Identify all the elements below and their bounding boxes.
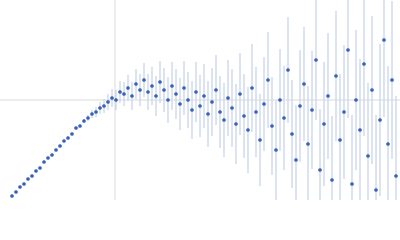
point xyxy=(286,68,290,72)
point xyxy=(382,38,386,42)
point xyxy=(294,158,298,162)
point xyxy=(118,90,122,94)
point xyxy=(214,88,218,92)
point xyxy=(238,92,242,96)
point xyxy=(170,84,174,88)
point xyxy=(354,98,358,102)
point xyxy=(22,182,26,186)
point xyxy=(114,98,118,102)
point xyxy=(142,78,146,82)
point xyxy=(230,106,234,110)
point xyxy=(290,132,294,136)
point xyxy=(274,148,278,152)
point xyxy=(222,118,226,122)
point xyxy=(386,142,390,146)
point xyxy=(66,136,70,140)
point xyxy=(14,190,18,194)
point xyxy=(126,86,130,90)
point xyxy=(50,153,54,157)
point xyxy=(254,110,258,114)
point xyxy=(74,126,78,130)
point xyxy=(318,168,322,172)
point xyxy=(130,94,134,98)
point xyxy=(30,174,34,178)
point xyxy=(334,74,338,78)
point xyxy=(70,132,74,136)
point xyxy=(314,58,318,62)
point xyxy=(110,96,114,100)
point xyxy=(174,92,178,96)
point xyxy=(38,166,42,170)
point xyxy=(270,124,274,128)
point xyxy=(10,194,14,198)
point xyxy=(46,156,50,160)
point xyxy=(78,124,82,128)
point xyxy=(322,122,326,126)
point xyxy=(394,174,398,178)
point xyxy=(34,169,38,173)
point xyxy=(158,80,162,84)
point xyxy=(258,138,262,142)
point xyxy=(374,188,378,192)
point xyxy=(282,116,286,120)
point xyxy=(166,98,170,102)
point xyxy=(234,122,238,126)
point xyxy=(18,185,22,189)
point xyxy=(182,86,186,90)
point xyxy=(198,104,202,108)
point xyxy=(162,88,166,92)
point xyxy=(350,182,354,186)
point xyxy=(150,84,154,88)
point xyxy=(202,94,206,98)
point xyxy=(378,118,382,122)
point xyxy=(178,102,182,106)
point xyxy=(106,100,110,104)
point xyxy=(346,48,350,52)
point xyxy=(302,82,306,86)
point xyxy=(310,108,314,112)
point xyxy=(98,106,102,110)
point xyxy=(362,62,366,66)
chart xyxy=(0,0,400,200)
point xyxy=(218,110,222,114)
point xyxy=(298,104,302,108)
point xyxy=(338,138,342,142)
point xyxy=(358,128,362,132)
point xyxy=(326,94,330,98)
point xyxy=(366,154,370,158)
point xyxy=(102,104,106,108)
point xyxy=(194,90,198,94)
point xyxy=(246,128,250,132)
point xyxy=(330,178,334,182)
point xyxy=(62,139,66,143)
point xyxy=(278,98,282,102)
point xyxy=(58,144,62,148)
point xyxy=(250,86,254,90)
point xyxy=(242,114,246,118)
point xyxy=(26,177,30,181)
point xyxy=(134,82,138,86)
point xyxy=(86,116,90,120)
point xyxy=(210,100,214,104)
point xyxy=(262,102,266,106)
point xyxy=(94,110,98,114)
point xyxy=(54,148,58,152)
point xyxy=(186,98,190,102)
point xyxy=(138,88,142,92)
point xyxy=(306,142,310,146)
point xyxy=(154,94,158,98)
point xyxy=(370,88,374,92)
point xyxy=(266,78,270,82)
point xyxy=(122,92,126,96)
point xyxy=(342,110,346,114)
point xyxy=(190,108,194,112)
point xyxy=(146,90,150,94)
point xyxy=(42,160,46,164)
point xyxy=(82,119,86,123)
point xyxy=(226,96,230,100)
point xyxy=(206,112,210,116)
point xyxy=(390,78,394,82)
point xyxy=(90,112,94,116)
